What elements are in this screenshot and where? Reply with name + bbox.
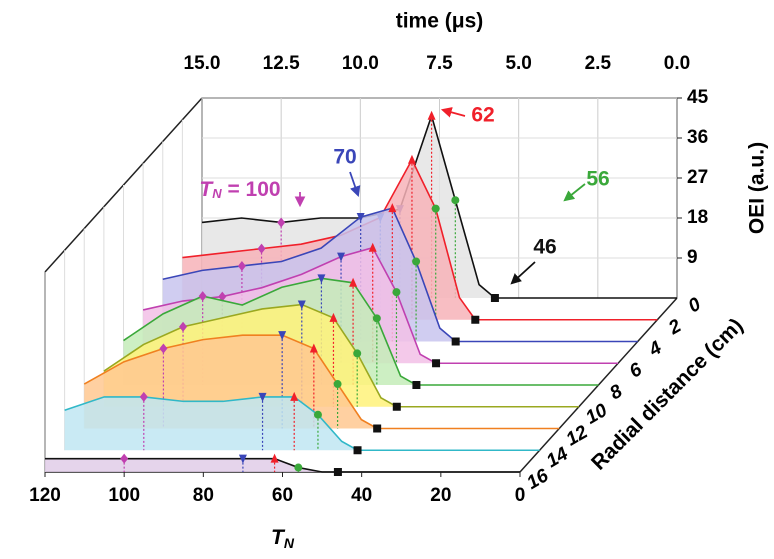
marker	[353, 446, 362, 455]
marker	[238, 454, 247, 464]
y-tick-label: 27	[687, 167, 708, 188]
marker	[290, 391, 299, 401]
x2-tick-label: 0.0	[664, 53, 690, 74]
x2-tick-label: 15.0	[184, 53, 221, 74]
z-tick-label: 6	[626, 359, 646, 383]
marker	[139, 391, 148, 402]
marker	[337, 252, 346, 262]
marker	[412, 257, 421, 266]
z-tick-label: 10	[582, 400, 611, 429]
annotation-arrow	[510, 261, 536, 285]
marker	[294, 463, 303, 472]
series-area	[45, 458, 520, 472]
z-tick-label: 4	[645, 337, 666, 361]
marker	[368, 242, 377, 252]
y-tick-label: 36	[687, 127, 708, 148]
x2-tick-label: 10.0	[342, 53, 379, 74]
annotation-arrow	[349, 171, 361, 198]
annotation-part: T	[199, 178, 214, 201]
marker	[388, 203, 397, 213]
x-tick-label: 60	[272, 485, 293, 506]
z-tick-label: 2	[664, 315, 685, 339]
marker	[431, 204, 440, 213]
marker	[218, 291, 227, 302]
marker	[297, 300, 306, 310]
x2-axis-title: time (μs)	[396, 10, 484, 33]
marker	[159, 343, 168, 354]
marker	[451, 196, 460, 205]
marker	[309, 343, 318, 353]
series-area	[64, 396, 540, 451]
marker	[258, 392, 267, 402]
marker	[432, 359, 441, 368]
x2-tick-label: 2.5	[585, 53, 612, 74]
annotation: 56	[586, 168, 609, 191]
x-axis-title-part: T	[271, 526, 286, 549]
x-axis-title-part: N	[284, 535, 295, 551]
marker	[333, 380, 342, 389]
x-axis-title: TN	[271, 526, 295, 551]
x-tick-label: 80	[193, 485, 214, 506]
annotation-arrow	[563, 183, 586, 202]
marker	[372, 314, 381, 323]
annotation-part: = 100	[222, 178, 281, 201]
annotation: 70	[333, 146, 356, 169]
marker	[373, 424, 382, 433]
z-tick-label: 12	[563, 421, 592, 450]
x-tick-label: 0	[515, 485, 526, 506]
marker	[451, 337, 460, 346]
marker	[349, 277, 358, 287]
z-tick-label: 16	[523, 465, 552, 494]
marker	[412, 381, 421, 389]
annotation: 62	[471, 104, 494, 127]
z-tick-label: 0	[685, 294, 705, 318]
marker	[237, 260, 246, 271]
x-tick-label: 20	[430, 485, 451, 506]
y-axis-title: OEI (a.u.)	[746, 142, 769, 234]
marker	[392, 288, 401, 297]
marker	[278, 331, 287, 341]
x2-tick-label: 7.5	[426, 53, 453, 74]
x-tick-label: 40	[351, 485, 372, 506]
y-tick-label: 18	[687, 207, 708, 228]
marker	[270, 453, 279, 463]
marker	[333, 468, 342, 476]
marker	[198, 291, 207, 302]
marker	[329, 312, 338, 322]
marker	[353, 349, 362, 358]
marker	[407, 154, 416, 164]
marker	[317, 274, 326, 284]
marker	[490, 294, 499, 302]
marker	[313, 410, 322, 419]
z-tick-label: 14	[543, 443, 572, 472]
marker	[179, 321, 188, 332]
x2-tick-label: 12.5	[263, 53, 300, 74]
x-tick-label: 120	[29, 485, 61, 506]
marker	[471, 315, 480, 324]
z-tick-label: 8	[606, 381, 626, 405]
marker	[392, 402, 401, 411]
x2-tick-label: 5.0	[505, 53, 531, 74]
y-tick-label: 9	[687, 247, 698, 268]
annotation: 46	[533, 236, 556, 259]
marker	[120, 453, 129, 464]
marker	[277, 217, 286, 228]
x-tick-label: 100	[108, 485, 140, 506]
marker	[257, 243, 266, 254]
marker	[356, 213, 365, 223]
annotation-arrow	[440, 107, 466, 118]
y-tick-label: 45	[687, 87, 709, 108]
annotation-part: N	[212, 186, 222, 201]
annotation: TN = 100	[199, 178, 280, 202]
marker	[427, 110, 436, 120]
